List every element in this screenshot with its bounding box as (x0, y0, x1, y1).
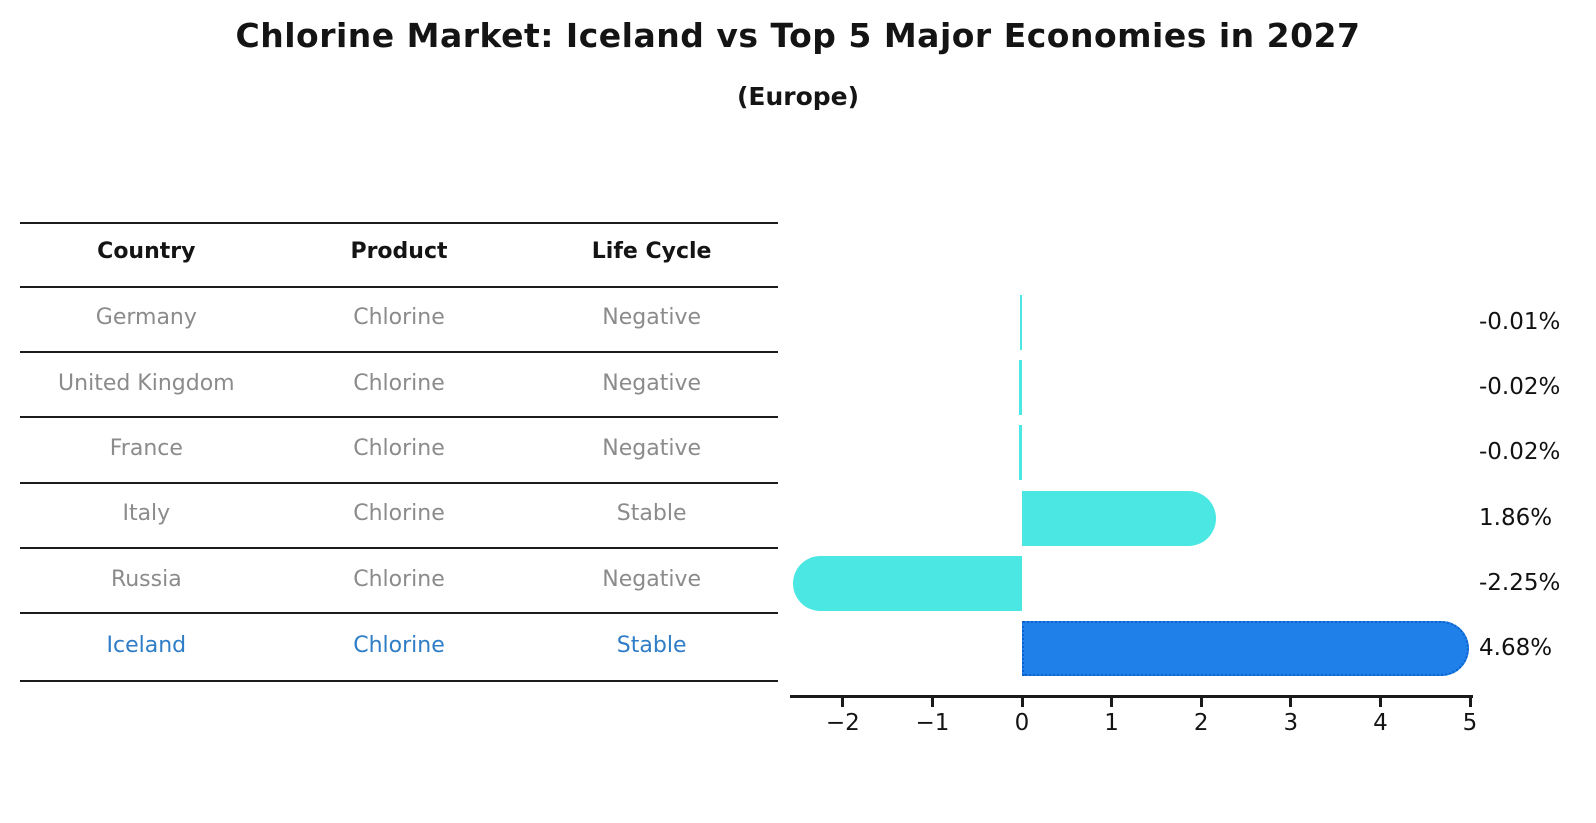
cell-country: United Kingdom (58, 371, 235, 396)
table-rule-2 (20, 351, 778, 353)
x-tick-label: 3 (1283, 710, 1299, 736)
x-tick-label: 5 (1462, 710, 1478, 736)
cell-product: Chlorine (353, 371, 445, 396)
value-label: -0.02% (1479, 374, 1561, 400)
chart-subtitle: (Europe) (736, 82, 860, 111)
value-label: 1.86% (1479, 505, 1553, 531)
x-tick-mark (1468, 698, 1472, 707)
bar-iceland (1022, 620, 1469, 676)
bar-italy (1022, 490, 1217, 546)
table-rule-4 (20, 482, 778, 484)
table-row: Iceland Chlorine Stable (20, 633, 778, 659)
cell-product: Chlorine (353, 436, 445, 461)
x-tick-mark (1110, 698, 1114, 707)
x-tick-mark (930, 698, 934, 707)
bar-russia (792, 555, 1022, 611)
table-rule-0 (20, 222, 778, 224)
cell-country: Italy (122, 501, 171, 526)
column-header-life-cycle: Life Cycle (591, 239, 712, 264)
table-row: Russia Chlorine Negative (20, 567, 778, 593)
column-header-product: Product (350, 239, 448, 264)
bar-france (1019, 424, 1022, 480)
cell-product: Chlorine (353, 633, 445, 658)
cell-country: Russia (110, 567, 182, 592)
value-label: -0.01% (1479, 309, 1561, 335)
x-tick-label: 2 (1193, 710, 1209, 736)
table-rule-6 (20, 612, 778, 614)
x-tick-mark (1199, 698, 1203, 707)
cell-life_cycle: Negative (602, 371, 701, 396)
value-label: 4.68% (1479, 635, 1553, 661)
x-tick-label: −2 (825, 710, 860, 736)
cell-life_cycle: Stable (616, 633, 687, 658)
cell-product: Chlorine (353, 567, 445, 592)
x-axis-line (789, 695, 1473, 698)
table-header-row: Country Product Life Cycle (20, 239, 778, 265)
x-tick-label: 4 (1373, 710, 1388, 736)
table-row: Italy Chlorine Stable (20, 501, 778, 527)
cell-product: Chlorine (353, 305, 445, 330)
table-row: United Kingdom Chlorine Negative (20, 371, 778, 397)
table-rule-5 (20, 547, 778, 549)
table-rule-3 (20, 416, 778, 418)
x-tick-mark (1020, 698, 1024, 707)
bar-germany (1020, 294, 1022, 350)
cell-country: Iceland (106, 633, 187, 658)
bar-united-kingdom (1019, 359, 1022, 415)
table-row: France Chlorine Negative (20, 436, 778, 462)
cell-life_cycle: Negative (602, 436, 701, 461)
cell-life_cycle: Negative (602, 305, 701, 330)
chart-title: Chlorine Market: Iceland vs Top 5 Major … (235, 16, 1361, 55)
x-tick-label: 1 (1104, 710, 1119, 736)
cell-country: France (109, 436, 183, 461)
x-tick-label: 0 (1014, 710, 1030, 736)
cell-life_cycle: Negative (602, 567, 701, 592)
x-tick-label: −1 (915, 710, 950, 736)
cell-life_cycle: Stable (616, 501, 687, 526)
cell-product: Chlorine (353, 501, 445, 526)
x-tick-mark (841, 698, 845, 707)
column-header-country: Country (97, 239, 196, 264)
x-tick-mark (1378, 698, 1382, 707)
value-label: -0.02% (1479, 439, 1561, 465)
table-rule-1 (20, 286, 778, 288)
value-label: -2.25% (1479, 570, 1561, 596)
table-rule-7 (20, 680, 778, 682)
table-row: Germany Chlorine Negative (20, 305, 778, 331)
x-tick-mark (1289, 698, 1293, 707)
cell-country: Germany (95, 305, 197, 330)
